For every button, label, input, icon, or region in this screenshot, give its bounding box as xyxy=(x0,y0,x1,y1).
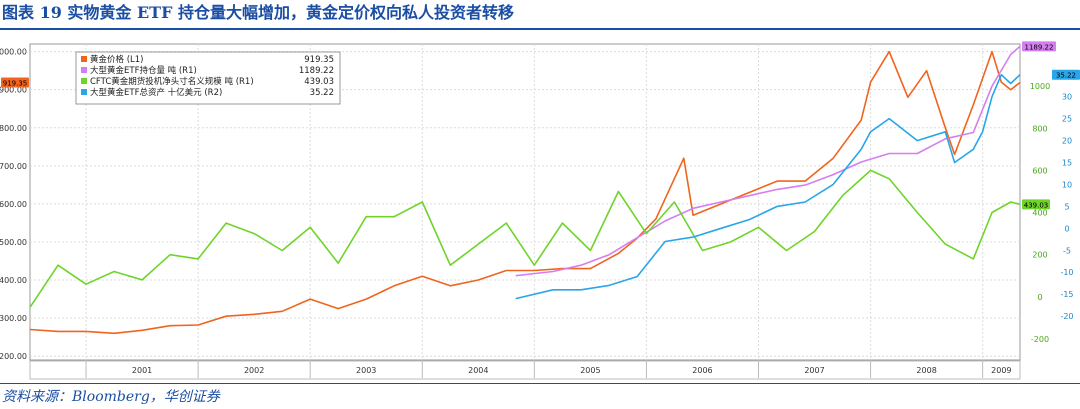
last-value-tag-3: 439.03 xyxy=(1022,199,1050,210)
y-tick-label-r2: -10 xyxy=(1060,268,1073,277)
y-tick-label-left: 900.00 xyxy=(0,86,27,95)
legend-swatch xyxy=(81,56,87,62)
last-value-tag-bg xyxy=(1022,41,1056,52)
series-line-3 xyxy=(29,169,1021,308)
y-tick-label-r2: -5 xyxy=(1063,246,1071,255)
legend-value: 919.35 xyxy=(304,55,334,65)
x-tick-label: 2007 xyxy=(804,366,824,375)
y-tick-label-left: 500.00 xyxy=(0,238,27,247)
y-tick-label-r2: -20 xyxy=(1060,312,1073,321)
legend-name: 黄金价格 (L1) xyxy=(90,54,143,65)
last-value-tag-bg xyxy=(1052,69,1080,80)
chart-title: 图表 19 实物黄金 ETF 持仓量大幅增加，黄金定价权向私人投资者转移 xyxy=(2,3,515,22)
y-tick-label-left: 300.00 xyxy=(0,314,27,323)
x-tick-label: 2005 xyxy=(580,366,600,375)
legend-item-3: CFTC黄金期货投机净头寸名义规模 吨 (R1) 439.03 xyxy=(81,76,334,87)
legend-name: CFTC黄金期货投机净头寸名义规模 吨 (R1) xyxy=(90,76,254,87)
last-value-tag-4: 35.22 xyxy=(1052,69,1080,80)
series-line-1 xyxy=(29,50,1021,335)
last-value-tag-text: 1189.22 xyxy=(1025,43,1054,51)
y-tick-label-r1: 1000 xyxy=(1030,82,1050,91)
x-tick-label: 2002 xyxy=(244,366,264,375)
legend-item-2: 大型黄金ETF持仓量 吨 (R1) 1189.22 xyxy=(81,65,334,76)
y-tick-label-left: 400.00 xyxy=(0,276,27,285)
axes: 200.00 300.00 400.00 500.00 600.00 700.00 800.… xyxy=(0,41,1080,380)
x-tick-label: 2006 xyxy=(692,366,712,375)
last-value-tag-1: 919.35 xyxy=(1,77,29,88)
series-line-4 xyxy=(515,73,1021,300)
legend-name: 大型黄金ETF总资产 十亿美元 (R2) xyxy=(90,87,222,98)
title-divider xyxy=(0,28,1080,30)
last-value-tag-text: 35.22 xyxy=(1056,72,1076,80)
y-tick-label-r2: 30 xyxy=(1062,93,1072,102)
y-tick-label-r2: 20 xyxy=(1062,137,1072,146)
y-tick-label-left: 700.00 xyxy=(0,162,27,171)
last-value-tag-bg xyxy=(1022,199,1050,210)
legend-name: 大型黄金ETF持仓量 吨 (R1) xyxy=(90,65,197,76)
y-tick-label-r1: 800 xyxy=(1032,124,1047,133)
y-tick-label-r2: 10 xyxy=(1062,180,1072,189)
last-value-tag-text: 439.03 xyxy=(1024,201,1049,209)
legend-swatch xyxy=(81,67,87,73)
last-value-tag-text: 919.35 xyxy=(3,79,28,87)
x-tick-label: 2009 xyxy=(991,366,1011,375)
series-lines xyxy=(29,45,1021,335)
y-tick-label-r2: -15 xyxy=(1060,290,1073,299)
x-tick-label: 2001 xyxy=(132,366,152,375)
y-tick-label-r2: 25 xyxy=(1062,115,1072,124)
source-note: 资料来源：Bloomberg，华创证券 xyxy=(2,389,220,405)
y-tick-label-left: 200.00 xyxy=(0,352,27,361)
x-axis-band xyxy=(29,360,1021,380)
x-tick-label: 2003 xyxy=(356,366,376,375)
y-tick-label-r2: 15 xyxy=(1062,159,1072,168)
y-tick-label-left: 800.00 xyxy=(0,124,27,133)
y-tick-label-left: 600.00 xyxy=(0,200,27,209)
y-tick-label-left: 1000.00 xyxy=(0,48,27,57)
last-value-tag-bg xyxy=(1,77,29,88)
legend-box xyxy=(75,51,341,105)
y-tick-label-r1: 200 xyxy=(1032,251,1047,260)
y-tick-label-r1: 600 xyxy=(1032,166,1047,175)
gold-chart: 200.00 300.00 400.00 500.00 600.00 700.00 800.… xyxy=(0,41,1080,380)
x-tick-label: 2004 xyxy=(468,366,488,375)
legend-item-1: 黄金价格 (L1) 919.35 xyxy=(81,54,334,65)
y-tick-label-r1: 400 xyxy=(1032,209,1047,218)
y-tick-label-r2: 5 xyxy=(1064,202,1069,211)
y-tick-label-r2: 0 xyxy=(1064,224,1069,233)
x-tick-label: 2008 xyxy=(916,366,936,375)
legend-item-4: 大型黄金ETF总资产 十亿美元 (R2) 35.22 xyxy=(81,87,334,98)
legend-value: 35.22 xyxy=(310,88,334,98)
legend-swatch xyxy=(81,89,87,95)
legend-value: 439.03 xyxy=(304,77,334,87)
last-value-tag-2: 1189.22 xyxy=(1022,41,1056,52)
y-tick-label-r1: 0 xyxy=(1037,293,1042,302)
legend-value: 1189.22 xyxy=(299,66,334,76)
series-line-2 xyxy=(515,45,1021,277)
legend-swatch xyxy=(81,78,87,84)
y-tick-label-r1: -200 xyxy=(1031,335,1049,344)
source-divider xyxy=(0,383,1080,384)
